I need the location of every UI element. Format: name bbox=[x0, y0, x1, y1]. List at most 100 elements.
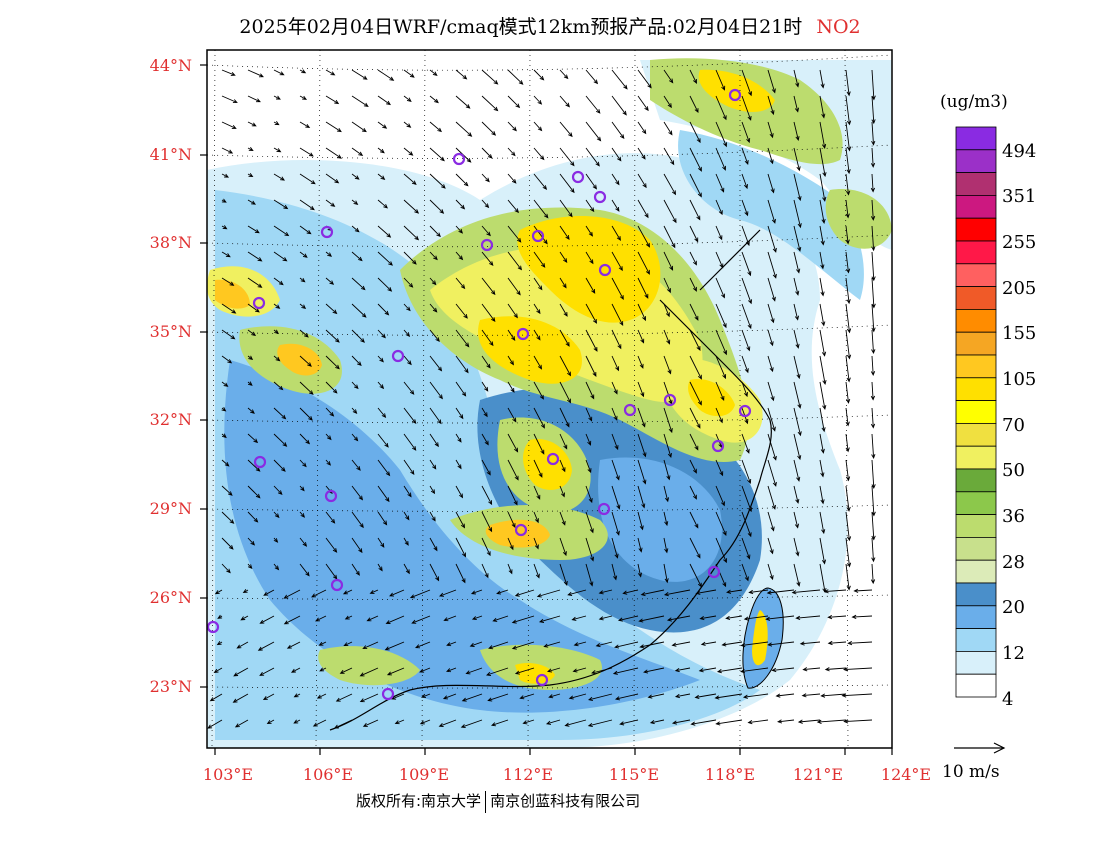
wind-arrow bbox=[689, 121, 701, 144]
wind-arrow bbox=[262, 693, 275, 700]
wind-arrow bbox=[403, 537, 409, 546]
city-marker bbox=[514, 523, 528, 537]
wind-arrow bbox=[715, 329, 727, 356]
wind-arrow bbox=[533, 199, 549, 219]
wind-arrow bbox=[455, 251, 464, 261]
wind-arrow bbox=[793, 277, 800, 296]
wind-arrow bbox=[455, 225, 464, 234]
wind-arrow bbox=[403, 303, 411, 312]
wind-arrow bbox=[611, 563, 618, 581]
wind-arrow bbox=[791, 589, 821, 595]
colorbar-swatch bbox=[955, 514, 997, 538]
wind-arrow bbox=[533, 225, 548, 245]
wind-arrow bbox=[325, 459, 331, 466]
wind-arrow bbox=[316, 693, 327, 699]
wind-arrow bbox=[299, 95, 308, 100]
wind-arrow bbox=[351, 69, 368, 80]
wind-arrow bbox=[299, 303, 307, 309]
wind-arrow bbox=[259, 667, 275, 676]
wind-arrow bbox=[403, 173, 417, 185]
colorbar-swatch bbox=[955, 263, 997, 287]
wind-arrow bbox=[221, 433, 227, 439]
wind-arrow bbox=[741, 303, 752, 330]
city-marker bbox=[253, 455, 267, 469]
wind-arrow bbox=[793, 381, 802, 409]
colorbar-swatch bbox=[955, 400, 997, 424]
wind-arrow bbox=[507, 95, 521, 109]
wind-arrow bbox=[845, 251, 851, 274]
wind-arrow bbox=[443, 615, 457, 622]
wind-arrow bbox=[845, 147, 851, 175]
wind-arrow bbox=[871, 303, 876, 333]
city-marker bbox=[623, 403, 637, 417]
wind-arrow bbox=[325, 95, 340, 105]
wind-arrow bbox=[377, 69, 395, 81]
wind-arrow bbox=[585, 225, 593, 237]
colorbar-swatch bbox=[955, 468, 997, 493]
wind-arrow bbox=[611, 199, 620, 212]
city-marker bbox=[598, 263, 612, 277]
wind-arrow bbox=[767, 199, 776, 224]
wind-arrow bbox=[585, 563, 594, 587]
wind-arrow bbox=[740, 641, 769, 648]
wind-arrow bbox=[870, 199, 876, 221]
wind-arrow bbox=[845, 433, 850, 453]
wind-arrow bbox=[507, 251, 523, 271]
colorbar-swatch bbox=[955, 354, 997, 379]
wind-arrow bbox=[325, 407, 335, 417]
wind-arrow bbox=[325, 173, 340, 184]
wind-arrow bbox=[588, 693, 613, 702]
wind-arrow bbox=[689, 69, 697, 84]
wind-arrow bbox=[767, 95, 775, 116]
wind-arrow bbox=[533, 433, 545, 455]
wind-arrow bbox=[585, 381, 595, 400]
wind-arrow bbox=[715, 251, 724, 269]
wind-arrow bbox=[455, 459, 462, 470]
wind-arrow bbox=[845, 381, 851, 404]
wind-arrow bbox=[533, 381, 544, 400]
city-marker bbox=[516, 327, 530, 341]
wind-arrow bbox=[689, 95, 699, 114]
wind-arrow bbox=[690, 719, 717, 726]
wind-arrow bbox=[481, 537, 491, 557]
wind-arrow bbox=[767, 381, 775, 402]
wind-arrow bbox=[598, 615, 613, 621]
wind-arrow bbox=[741, 485, 753, 513]
wind-arrow bbox=[299, 511, 305, 518]
wind-arrow bbox=[293, 693, 301, 698]
copyright-left: 版权所有:南京大学 bbox=[356, 792, 482, 810]
wind-arrow bbox=[689, 511, 699, 529]
wind-arrow bbox=[507, 329, 516, 341]
wind-arrow bbox=[234, 719, 249, 728]
wind-arrow bbox=[741, 277, 753, 305]
wind-arrow bbox=[797, 719, 821, 724]
wind-arrow bbox=[481, 95, 499, 112]
wind-arrow bbox=[637, 121, 647, 135]
wind-arrow bbox=[481, 381, 489, 392]
wind-arrow bbox=[403, 147, 414, 156]
wind-arrow bbox=[273, 199, 289, 210]
wind-arrow bbox=[507, 225, 522, 243]
wind-arrow bbox=[325, 303, 338, 315]
city-marker bbox=[597, 502, 611, 516]
wind-arrow bbox=[507, 485, 518, 506]
wind-arrow bbox=[471, 615, 483, 621]
wind-arrow bbox=[637, 459, 647, 485]
wind-arrow bbox=[377, 199, 388, 209]
wind-arrow bbox=[318, 641, 327, 646]
map-area bbox=[207, 50, 892, 748]
colorbar-swatch bbox=[955, 286, 997, 310]
wind-arrow bbox=[221, 406, 227, 412]
wind-arrow bbox=[871, 537, 876, 563]
wind-arrow bbox=[207, 719, 223, 729]
wind-arrow bbox=[429, 433, 439, 448]
wind-arrow bbox=[845, 199, 850, 219]
wind-arrow bbox=[819, 225, 825, 246]
colorbar-swatch bbox=[955, 445, 997, 470]
wind-arrow bbox=[481, 277, 496, 296]
city-marker bbox=[330, 578, 344, 592]
wind-arrow bbox=[213, 667, 223, 673]
wind-arrow bbox=[299, 225, 312, 235]
wind-arrow bbox=[273, 537, 279, 543]
wind-arrow bbox=[481, 199, 490, 209]
